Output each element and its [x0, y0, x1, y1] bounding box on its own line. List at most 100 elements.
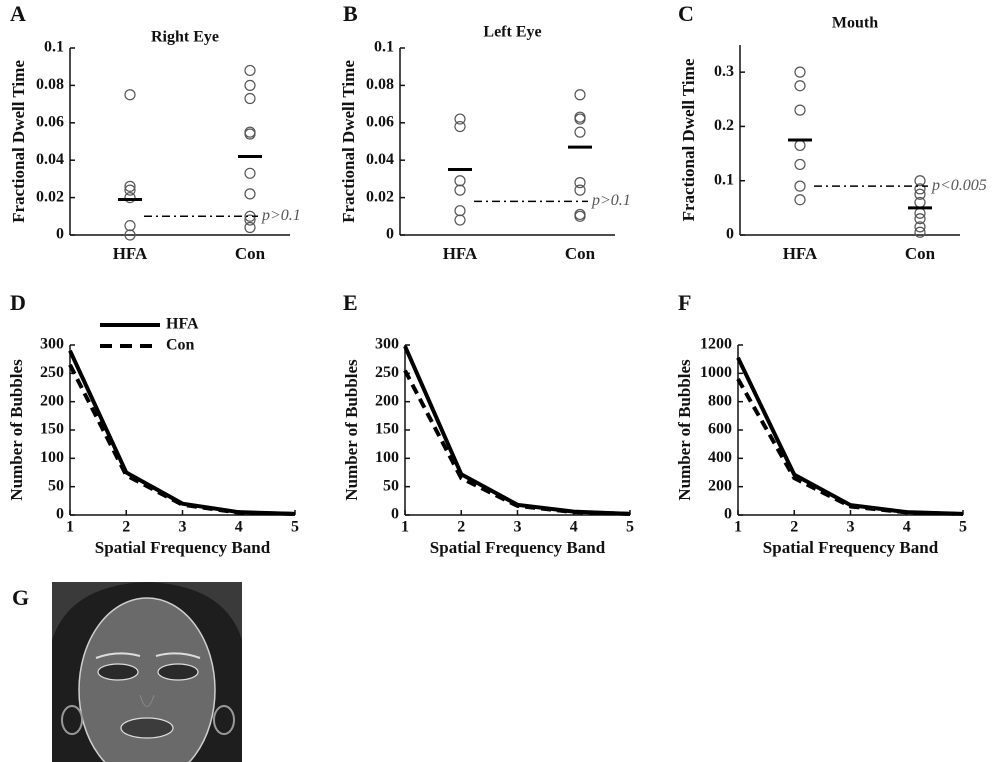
y-tick-label: 250: [375, 364, 399, 381]
y-tick-label: 0.04: [36, 151, 64, 168]
y-tick-label: 800: [708, 392, 732, 409]
data-point: [244, 221, 256, 234]
y-tick-label: 0.08: [36, 76, 64, 93]
data-point: [124, 89, 136, 101]
data-point: [124, 220, 136, 232]
data-point: [244, 214, 256, 226]
panel-letter: C: [678, 1, 694, 26]
y-tick-label: 400: [708, 449, 732, 466]
x-tick-label: 3: [179, 519, 187, 536]
data-point: [124, 184, 136, 196]
y-tick-label: 300: [40, 336, 64, 353]
data-point: [794, 104, 806, 116]
data-point: [794, 139, 806, 152]
y-tick-label: 0.1: [714, 171, 734, 188]
data-point: [914, 183, 926, 195]
y-tick-label: 0: [724, 506, 732, 523]
x-tick-label: 1: [734, 519, 742, 536]
y-tick-label: 50: [383, 477, 399, 494]
data-point: [124, 180, 136, 192]
x-tick-label: 1: [66, 519, 74, 536]
panel-letter: E: [343, 290, 358, 315]
y-tick-label: 50: [48, 477, 64, 494]
x-tick-label: 1: [401, 519, 409, 536]
legend-label: HFA: [166, 316, 199, 333]
data-point: [574, 113, 586, 125]
y-axis-label: Number of Bubbles: [342, 359, 361, 501]
face-image: [52, 582, 242, 762]
x-tick-label: 5: [291, 519, 299, 536]
p-value-annotation: p>0.1: [261, 207, 301, 224]
chart-title: Right Eye: [151, 29, 219, 46]
x-tick-label: 4: [235, 519, 243, 536]
y-tick-label: 0.08: [366, 76, 394, 93]
y-tick-label: 200: [708, 477, 732, 494]
data-point: [914, 175, 926, 187]
data-line: [736, 378, 964, 517]
panel-letter: G: [12, 585, 29, 610]
x-tick-label: 2: [122, 519, 130, 536]
data-point: [454, 205, 466, 217]
data-line: [68, 349, 296, 516]
x-tick-label: HFA: [443, 244, 478, 263]
x-tick-label: Con: [565, 244, 596, 263]
y-axis-label: Fractional Dwell Time: [9, 60, 28, 223]
x-axis-label: Spatial Frequency Band: [763, 538, 939, 557]
y-tick-label: 0.06: [366, 113, 394, 130]
data-point: [244, 92, 256, 105]
y-tick-label: 0: [56, 226, 64, 243]
y-axis-label: Number of Bubbles: [7, 359, 26, 501]
data-point: [794, 80, 806, 92]
y-tick-label: 150: [375, 421, 399, 438]
x-tick-label: 3: [514, 519, 522, 536]
y-axis-label: Number of Bubbles: [675, 359, 694, 501]
data-line: [403, 369, 631, 516]
data-point: [794, 158, 806, 171]
data-point: [454, 175, 466, 187]
x-tick-label: Con: [905, 244, 936, 263]
data-point: [244, 79, 256, 92]
data-point: [454, 120, 466, 133]
y-tick-label: 0.06: [36, 113, 64, 130]
y-tick-label: 0: [726, 226, 734, 243]
data-point: [454, 113, 466, 125]
x-axis-label: Spatial Frequency Band: [430, 538, 606, 557]
data-point: [124, 192, 136, 204]
data-point: [914, 221, 926, 233]
x-tick-label: 5: [626, 519, 634, 536]
data-point: [914, 213, 926, 225]
x-tick-label: 5: [959, 519, 967, 536]
chart-title: Mouth: [832, 15, 878, 32]
y-tick-label: 0: [391, 506, 399, 523]
y-tick-label: 0: [386, 226, 394, 243]
y-tick-label: 0.1: [44, 39, 64, 56]
y-tick-label: 0.2: [714, 117, 734, 134]
data-point: [574, 184, 586, 196]
x-axis-label: Spatial Frequency Band: [95, 538, 271, 557]
chart-title: Left Eye: [483, 24, 541, 41]
data-point: [574, 89, 586, 101]
x-tick-label: 3: [847, 519, 855, 536]
y-tick-label: 1200: [700, 336, 732, 353]
x-tick-label: 4: [570, 519, 578, 536]
panel-letter: B: [343, 1, 358, 26]
data-point: [454, 184, 466, 196]
data-point: [574, 177, 586, 189]
y-tick-label: 300: [375, 336, 399, 353]
data-point: [574, 210, 586, 222]
y-tick-label: 0.04: [366, 151, 394, 168]
y-tick-label: 100: [40, 449, 64, 466]
data-point: [244, 167, 256, 179]
panel-letter: F: [678, 290, 691, 315]
x-tick-label: HFA: [113, 244, 148, 263]
data-point: [454, 214, 466, 226]
y-tick-label: 1000: [700, 364, 732, 381]
data-point: [244, 188, 256, 200]
y-tick-label: 200: [375, 392, 399, 409]
y-tick-label: 0.3: [714, 63, 734, 80]
y-axis-label: Fractional Dwell Time: [339, 60, 358, 223]
x-tick-label: Con: [235, 244, 266, 263]
y-tick-label: 150: [40, 421, 64, 438]
y-tick-label: 0.02: [36, 188, 64, 205]
